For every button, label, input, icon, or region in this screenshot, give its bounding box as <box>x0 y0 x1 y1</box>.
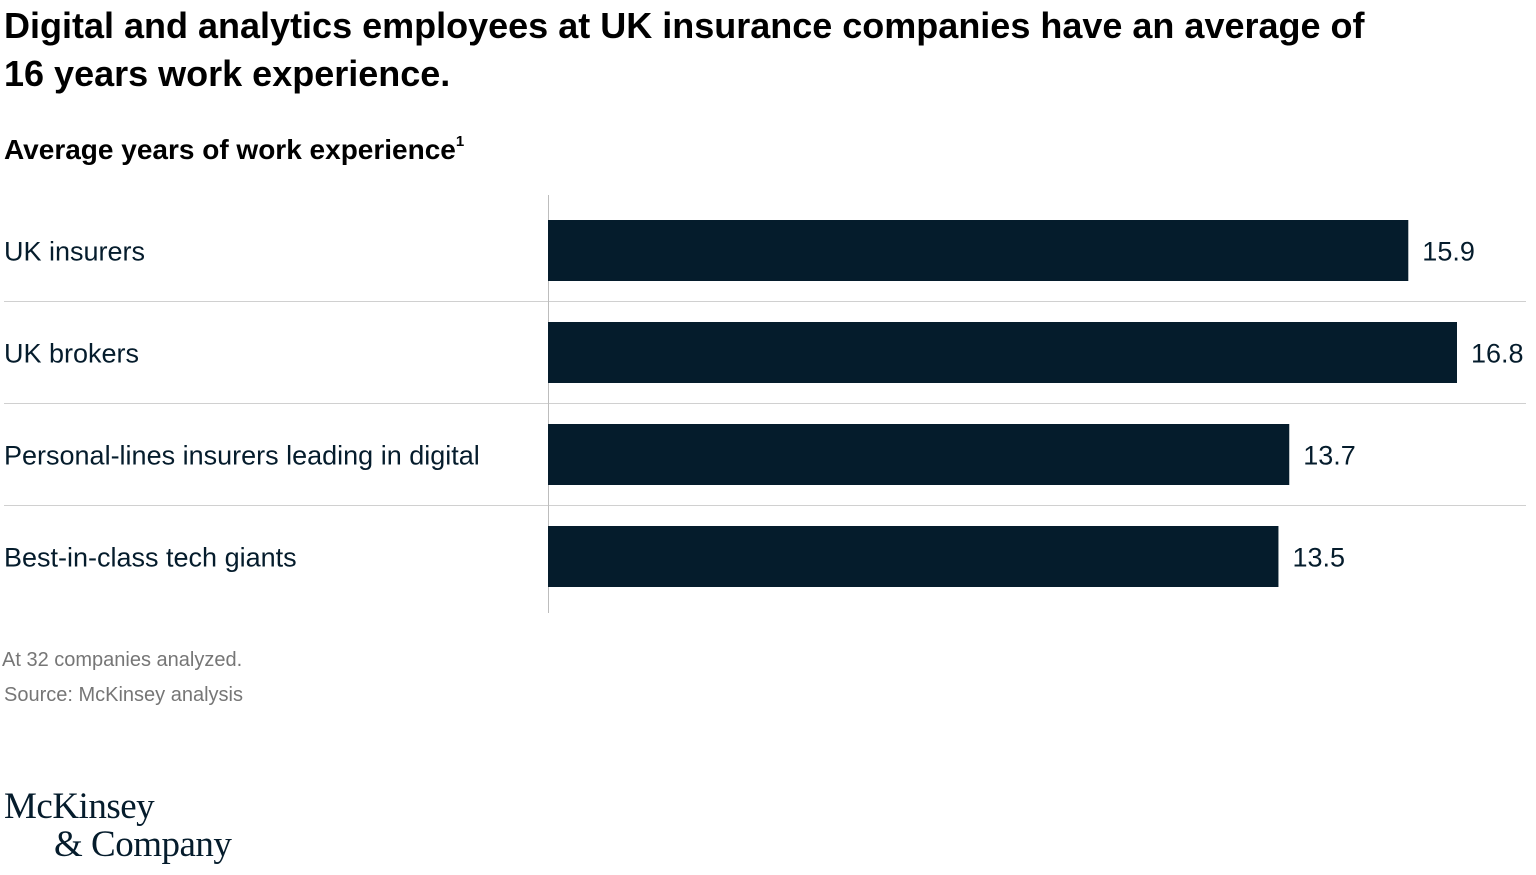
value-label-1: 15.9 <box>1422 237 1475 267</box>
category-label-3: Personal-lines insurers leading in digit… <box>4 441 480 471</box>
category-labels: UK insurers UK brokers Personal-lines insu… <box>4 237 480 573</box>
chart-title: Digital and analytics employees at UK in… <box>4 5 1365 94</box>
source-text: Source: McKinsey analysis <box>4 684 243 706</box>
row-separators <box>4 301 1526 506</box>
footnote-marker: 1 <box>455 133 465 150</box>
bar-chart: UK insurers UK brokers Personal-lines insu… <box>4 195 1526 613</box>
value-label-3: 13.7 <box>1303 441 1356 471</box>
bar-3 <box>548 424 1290 485</box>
value-label-2: 16.8 <box>1471 339 1524 369</box>
value-label-4: 13.5 <box>1292 543 1345 573</box>
mckinsey-logo: McKinsey & Company <box>4 786 232 865</box>
bar-4 <box>548 526 1279 587</box>
chart-subtitle-text: Average years of work experience <box>4 134 456 165</box>
logo-line-1: McKinsey <box>4 786 155 827</box>
value-labels: 15.9 16.8 13.7 13.5 <box>1292 237 1523 573</box>
chart-subtitle: Average years of work experience1 <box>4 132 464 168</box>
category-label-1: UK insurers <box>4 237 145 267</box>
category-label-2: UK brokers <box>4 339 139 369</box>
category-label-4: Best-in-class tech giants <box>4 543 297 573</box>
logo-line-2: & Company <box>54 824 232 865</box>
bars <box>548 220 1457 587</box>
bar-2 <box>548 322 1457 383</box>
bar-1 <box>548 220 1409 281</box>
footnote-text: At 32 companies analyzed. <box>2 649 243 671</box>
